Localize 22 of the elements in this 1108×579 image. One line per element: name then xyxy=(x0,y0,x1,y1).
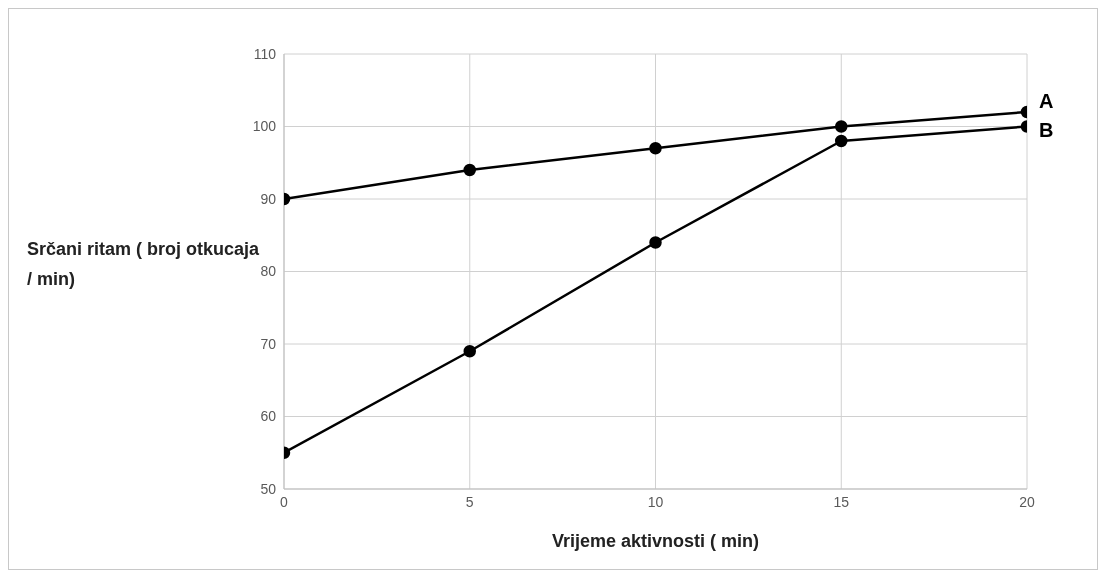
y-tick-label: 80 xyxy=(260,263,277,280)
y-axis-title: Srčani ritam ( broj otkucaja / min) xyxy=(27,239,260,289)
point xyxy=(463,345,476,358)
y-tick-label: 100 xyxy=(252,118,277,135)
y-tick-label: 90 xyxy=(260,190,277,207)
x-tick-label: 20 xyxy=(1019,493,1035,510)
point xyxy=(649,142,662,155)
point xyxy=(835,120,848,133)
y-tick-label: 110 xyxy=(253,45,277,62)
x-tick-label: 15 xyxy=(833,493,850,510)
point xyxy=(463,163,476,177)
y-tick-label: 70 xyxy=(260,335,277,352)
series-label: A xyxy=(1039,90,1054,112)
x-tick-label: 10 xyxy=(647,493,664,510)
y-tick-label: 60 xyxy=(260,408,277,425)
point xyxy=(649,236,662,249)
x-tick-label: 0 xyxy=(280,493,289,510)
series-label: B xyxy=(1039,118,1054,141)
x-tick-label: 5 xyxy=(465,493,474,510)
point xyxy=(835,134,848,148)
x-axis-title: Vrijeme aktivnosti ( min) xyxy=(551,531,760,551)
y-tick-label: 50 xyxy=(260,480,277,497)
